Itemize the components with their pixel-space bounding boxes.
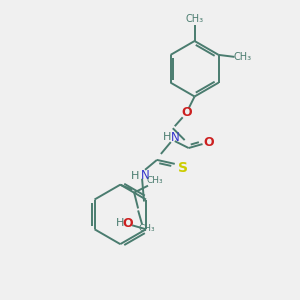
Text: CH₃: CH₃ [147, 176, 163, 185]
Text: O: O [181, 106, 192, 119]
Text: CH₃: CH₃ [139, 224, 155, 233]
Text: O: O [203, 136, 214, 148]
Text: N: N [170, 130, 179, 144]
Text: N: N [141, 169, 149, 182]
Text: H: H [163, 132, 171, 142]
Text: S: S [178, 161, 188, 175]
Text: O: O [123, 217, 134, 230]
Text: H: H [131, 171, 139, 181]
Text: CH₃: CH₃ [185, 14, 204, 24]
Text: CH₃: CH₃ [233, 52, 251, 62]
Text: H: H [116, 218, 124, 228]
